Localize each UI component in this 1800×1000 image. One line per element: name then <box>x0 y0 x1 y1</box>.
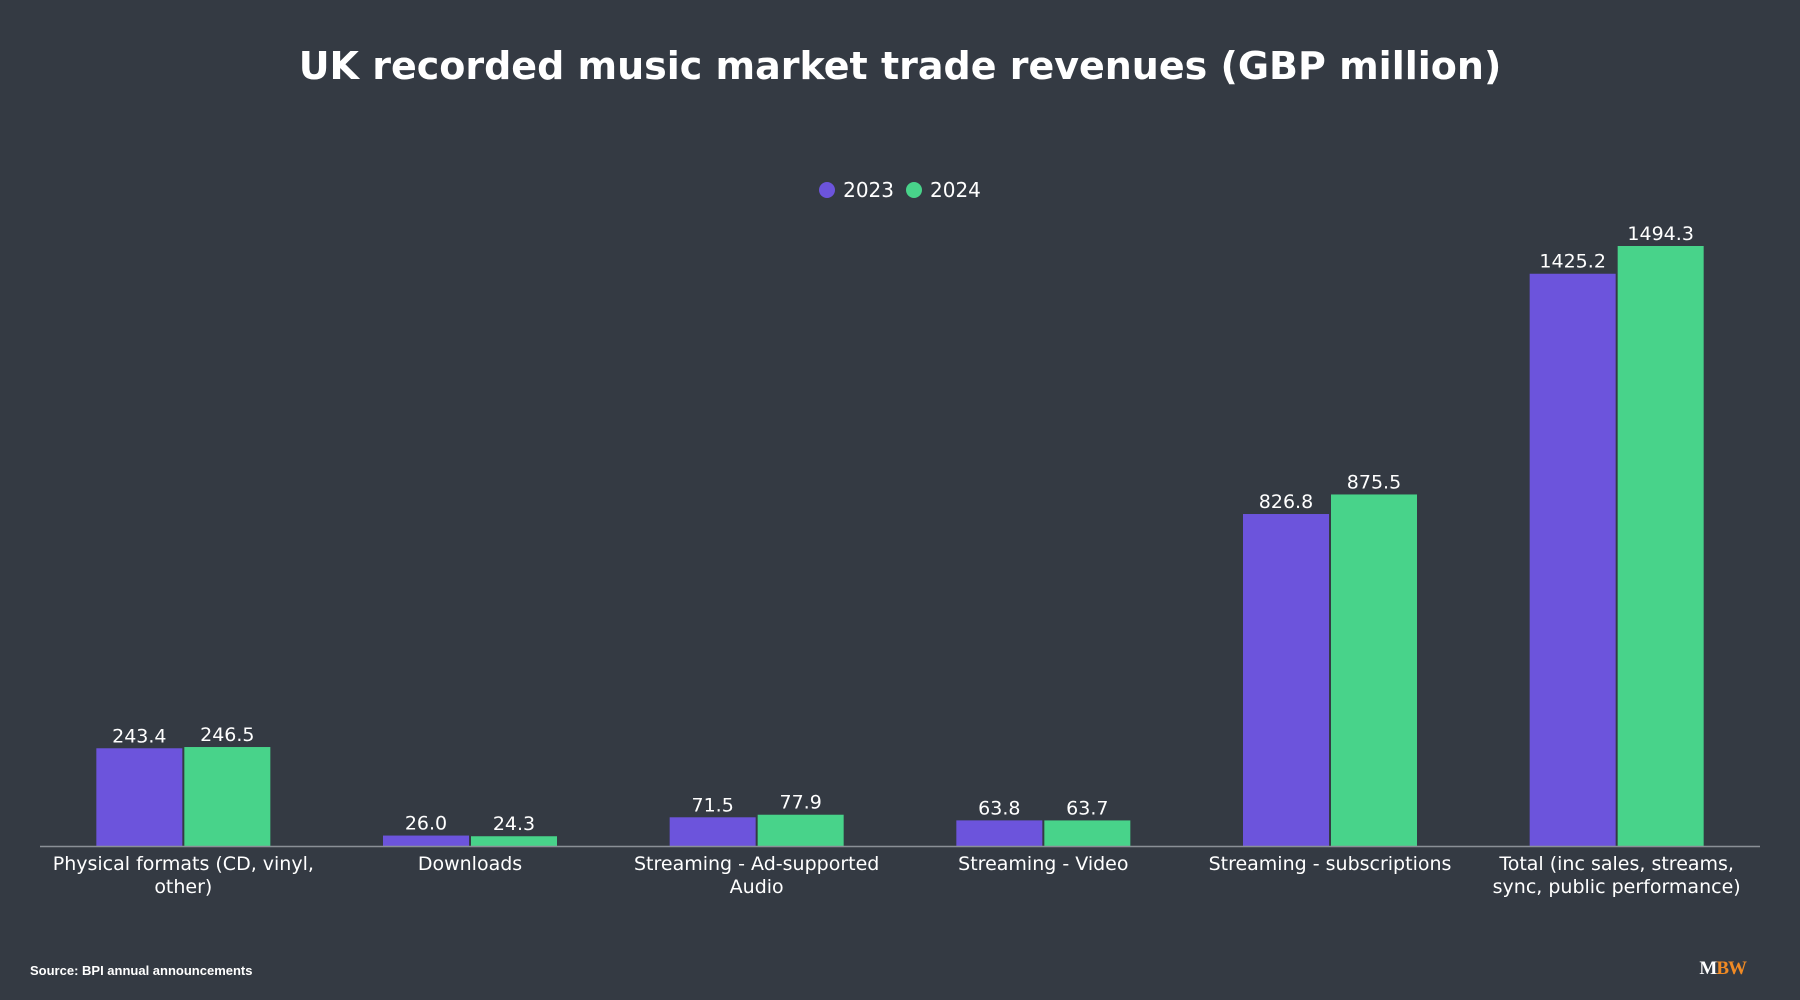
bar-2023-5 <box>1529 273 1616 846</box>
x-tick-label-line: Audio <box>730 876 784 898</box>
mbw-logo: MBW <box>1699 958 1747 980</box>
x-tick-label-2: Streaming - Ad-supported Audio <box>634 853 879 898</box>
bar-2024-0 <box>184 747 271 846</box>
data-label-2023-4: 826.8 <box>1259 491 1313 513</box>
data-label-2024-2: 77.9 <box>780 792 822 814</box>
x-tick-label-line: sync, public performance) <box>1493 876 1741 898</box>
bar-2024-4 <box>1331 494 1417 846</box>
x-tick-label-0: Physical formats (CD, vinyl, other) <box>53 853 314 898</box>
x-tick-label-line: other) <box>154 876 212 898</box>
legend-swatch-2023 <box>819 182 836 198</box>
x-tick-label-line: Total (inc sales, streams, <box>1498 853 1734 875</box>
x-tick-label-line: Physical formats (CD, vinyl, <box>53 853 314 875</box>
x-tick-label-line: Streaming - Video <box>958 853 1128 875</box>
bar-2024-3 <box>1044 820 1131 846</box>
source-note: Source: BPI annual announcements <box>30 963 253 978</box>
data-label-2023-3: 63.8 <box>978 797 1020 819</box>
x-tick-label-4: Streaming - subscriptions <box>1209 853 1452 875</box>
bar-2023-1 <box>383 835 469 846</box>
data-label-2024-5: 1494.3 <box>1627 223 1693 245</box>
x-tick-label-3: Streaming - Video <box>958 853 1128 875</box>
legend-swatch-2024 <box>906 182 922 198</box>
legend: 2023 2024 <box>0 178 1800 202</box>
logo-part-bw: BW <box>1716 958 1747 979</box>
data-label-2024-3: 63.7 <box>1066 797 1108 819</box>
chart-title: UK recorded music market trade revenues … <box>298 44 1502 88</box>
bar-2023-3 <box>956 820 1043 846</box>
x-tick-label-line: Streaming - Ad-supported <box>634 853 879 875</box>
data-label-2023-0: 243.4 <box>112 725 166 747</box>
bar-2024-1 <box>471 836 557 846</box>
x-tick-label-5: Total (inc sales, streams, sync, public p… <box>1493 853 1741 898</box>
data-label-2023-2: 71.5 <box>692 794 734 816</box>
bar-2024-5 <box>1617 246 1704 846</box>
bar-2024-2 <box>757 814 844 846</box>
legend-label-2023: 2023 <box>843 178 894 202</box>
data-label-2023-5: 1425.2 <box>1539 251 1605 273</box>
x-tick-label-line: Streaming - subscriptions <box>1209 853 1452 875</box>
bar-2023-2 <box>669 817 756 846</box>
data-label-2023-1: 26.0 <box>405 813 447 835</box>
legend-label-2024: 2024 <box>930 178 981 202</box>
logo-part-m: M <box>1699 958 1717 979</box>
data-label-2024-4: 875.5 <box>1347 471 1401 493</box>
x-tick-label-1: Downloads <box>418 853 522 875</box>
data-label-2024-1: 24.3 <box>493 813 535 835</box>
data-label-2024-0: 246.5 <box>200 724 254 746</box>
bar-2023-4 <box>1243 514 1329 846</box>
x-tick-label-line: Downloads <box>418 853 522 875</box>
legend-item-2024[interactable]: 2024 <box>906 178 981 202</box>
legend-item-2023[interactable]: 2023 <box>819 178 894 202</box>
bar-2023-0 <box>96 748 183 846</box>
